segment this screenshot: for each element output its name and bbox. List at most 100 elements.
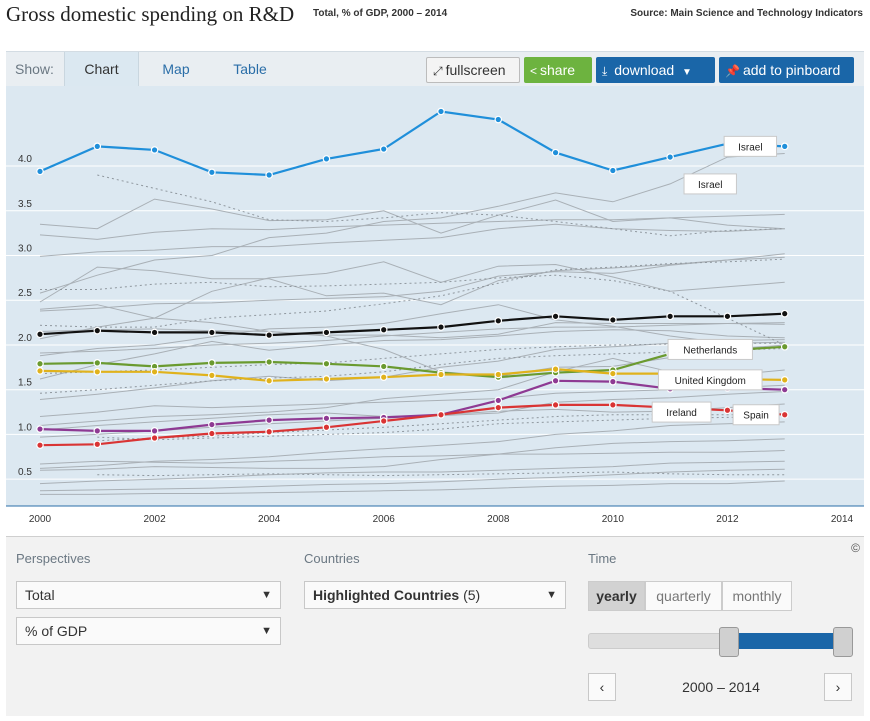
annotation-box bbox=[651, 401, 712, 423]
tab-map[interactable]: Map bbox=[162, 61, 190, 77]
data-point bbox=[208, 429, 216, 438]
data-point bbox=[265, 427, 273, 436]
data-point bbox=[437, 323, 445, 331]
israel-line bbox=[39, 110, 785, 177]
download-icon: ⤓ bbox=[602, 64, 608, 78]
data-point bbox=[322, 155, 331, 163]
x-tick-label: 2010 bbox=[602, 514, 625, 525]
x-tick-label: 2006 bbox=[373, 514, 396, 525]
background-series-line bbox=[39, 322, 785, 354]
data-point bbox=[551, 148, 560, 157]
data-point bbox=[322, 375, 331, 383]
data-point bbox=[666, 312, 674, 321]
dotted-series-line bbox=[39, 342, 785, 375]
background-series-line bbox=[39, 460, 785, 485]
data-point bbox=[93, 142, 102, 151]
data-point bbox=[322, 414, 331, 423]
data-point bbox=[36, 167, 44, 176]
data-point bbox=[265, 416, 273, 424]
previous-range-button[interactable]: ‹ bbox=[588, 673, 616, 701]
line-chart[interactable]: 0.5 1.0 1.5 2.0 2.5 3.0 3.5 4.0 2000 2002 2004 2006… bbox=[6, 86, 864, 536]
unit-select[interactable]: % of GDP ▼ bbox=[16, 617, 281, 645]
data-point bbox=[609, 369, 617, 378]
data-point bbox=[551, 401, 560, 409]
background-series-line bbox=[39, 450, 785, 465]
countries-value: Highlighted Countries bbox=[313, 587, 460, 603]
data-point bbox=[551, 365, 560, 373]
unit-value: % of GDP bbox=[25, 623, 88, 639]
data-point bbox=[723, 406, 732, 415]
background-series-line bbox=[39, 223, 785, 257]
pin-label: add to pinboard bbox=[742, 62, 841, 78]
share-button[interactable]: < share bbox=[524, 57, 592, 83]
next-range-button[interactable]: › bbox=[824, 673, 852, 701]
annotation-label: Spain bbox=[743, 411, 769, 422]
chart-area[interactable]: 0.5 1.0 1.5 2.0 2.5 3.0 3.5 4.0 2000 2002 2004 2006… bbox=[6, 86, 864, 536]
data-point bbox=[322, 328, 331, 337]
annotation-box bbox=[723, 135, 778, 157]
x-tick-label: 2000 bbox=[29, 514, 52, 525]
countries-label: Countries bbox=[304, 551, 360, 566]
data-point bbox=[265, 331, 273, 339]
data-point bbox=[208, 359, 216, 367]
slider-start-handle[interactable] bbox=[719, 627, 739, 657]
y-tick-label: 2.0 bbox=[18, 333, 32, 344]
background-series-line bbox=[39, 322, 785, 339]
slider-end-handle[interactable] bbox=[833, 627, 853, 657]
fullscreen-button[interactable]: ⤢ fullscreen bbox=[426, 57, 520, 83]
perspective-select[interactable]: Total ▼ bbox=[16, 581, 281, 609]
data-point bbox=[379, 373, 388, 381]
download-button[interactable]: ⤓ download ▼ bbox=[596, 57, 715, 83]
data-point bbox=[780, 385, 789, 394]
data-point bbox=[93, 440, 102, 449]
data-point bbox=[322, 423, 331, 432]
expand-icon: ⤢ bbox=[433, 64, 443, 78]
data-point bbox=[208, 168, 216, 177]
yearly-button[interactable]: yearly bbox=[588, 581, 645, 611]
annotation-label: Israel bbox=[698, 180, 722, 191]
countries-select[interactable]: Highlighted Countries (5) ▼ bbox=[304, 581, 566, 609]
data-point bbox=[150, 146, 159, 154]
dotted-series-line bbox=[39, 258, 785, 328]
data-point bbox=[609, 316, 617, 324]
background-series-line bbox=[39, 421, 785, 469]
tab-chart[interactable]: Chart bbox=[64, 52, 139, 87]
chart-subtitle: Total, % of GDP, 2000 – 2014 bbox=[313, 8, 448, 19]
controls-panel: © Perspectives Total ▼ % of GDP ▼ Countr… bbox=[6, 536, 864, 716]
tab-table[interactable]: Table bbox=[233, 61, 267, 77]
data-point bbox=[551, 376, 560, 385]
data-point bbox=[150, 427, 159, 435]
data-point bbox=[551, 312, 560, 321]
data-point bbox=[93, 326, 102, 335]
y-tick-label: 1.0 bbox=[18, 422, 32, 433]
perspective-value: Total bbox=[25, 587, 55, 603]
caret-down-icon: ▼ bbox=[682, 67, 692, 78]
pin-icon: 📌 bbox=[725, 64, 740, 78]
time-range-slider[interactable] bbox=[588, 627, 853, 657]
data-point bbox=[494, 317, 503, 325]
quarterly-button[interactable]: quarterly bbox=[645, 581, 722, 611]
data-point bbox=[609, 377, 617, 386]
plot-background bbox=[6, 86, 864, 506]
data-point bbox=[494, 403, 503, 412]
background-series-line bbox=[39, 468, 785, 492]
data-point bbox=[208, 328, 216, 337]
data-point bbox=[780, 376, 789, 384]
data-point bbox=[379, 417, 388, 425]
data-point bbox=[36, 330, 44, 339]
data-point bbox=[379, 145, 388, 153]
background-series-line bbox=[39, 261, 785, 340]
data-point bbox=[150, 328, 159, 337]
share-label: share bbox=[540, 62, 576, 78]
monthly-button[interactable]: monthly bbox=[722, 581, 792, 611]
time-range-text: 2000 – 2014 bbox=[682, 679, 760, 695]
data-point bbox=[666, 153, 674, 161]
data-point bbox=[494, 396, 503, 405]
data-point bbox=[208, 420, 216, 429]
perspectives-label: Perspectives bbox=[16, 551, 91, 566]
data-point bbox=[609, 401, 617, 409]
x-tick-label: 2002 bbox=[143, 514, 166, 525]
data-point bbox=[265, 358, 273, 366]
add-to-pinboard-button[interactable]: 📌 add to pinboard bbox=[719, 57, 854, 83]
background-series-line bbox=[39, 329, 785, 380]
